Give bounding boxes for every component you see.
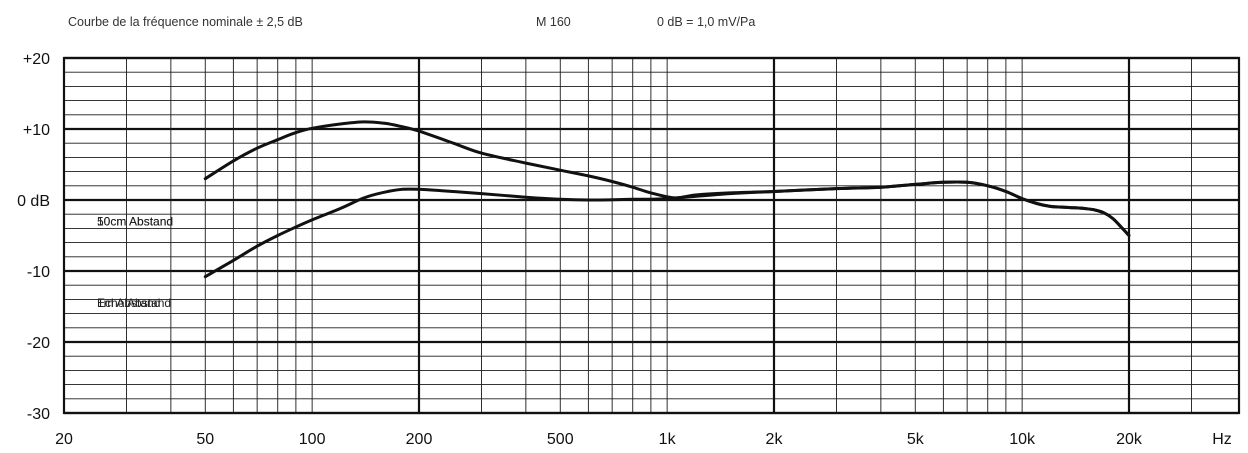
reference-label: 0 dB = 1,0 mV/Pa (657, 15, 755, 29)
x-axis-labels: 20 50 100 200 500 1k 2k 5k 10k 20k (55, 431, 1143, 448)
curve-annotation: 10cm Abstand (97, 214, 173, 228)
model-label: M 160 (536, 15, 571, 29)
x-tick-label: 20 (55, 431, 73, 448)
plot-frame (62, 56, 1241, 415)
y-tick-label: -30 (27, 406, 50, 423)
x-tick-label: 1k (659, 431, 677, 448)
x-tick-label: 10k (1009, 431, 1036, 448)
y-tick-label: -20 (27, 335, 50, 352)
series-curves (203, 120, 1131, 279)
y-tick-label: +10 (23, 122, 50, 139)
x-tick-label: 50 (196, 431, 214, 448)
y-tick-label: +20 (23, 51, 50, 68)
grid (64, 56, 1239, 415)
y-tick-label: 0 dB (17, 193, 50, 210)
x-tick-label: 500 (547, 431, 574, 448)
x-tick-label: 100 (299, 431, 326, 448)
curve-annotation: 1m Abstand (97, 296, 160, 310)
x-axis-unit: Hz (1212, 431, 1232, 448)
curve-annotation: 50cm Abstand (97, 214, 173, 228)
x-tick-label: 2k (766, 431, 784, 448)
chart-title: Courbe de la fréquence nominale ± 2,5 dB (68, 15, 303, 29)
y-axis-labels: +20 +10 0 dB -10 -20 -30 (17, 51, 50, 423)
x-tick-label: 200 (406, 431, 433, 448)
series-line-far (203, 180, 1131, 279)
x-tick-label: 20k (1116, 431, 1143, 448)
y-tick-label: -10 (27, 264, 50, 281)
curve-annotation: Echo Abstand (97, 296, 171, 310)
x-tick-label: 5k (907, 431, 925, 448)
